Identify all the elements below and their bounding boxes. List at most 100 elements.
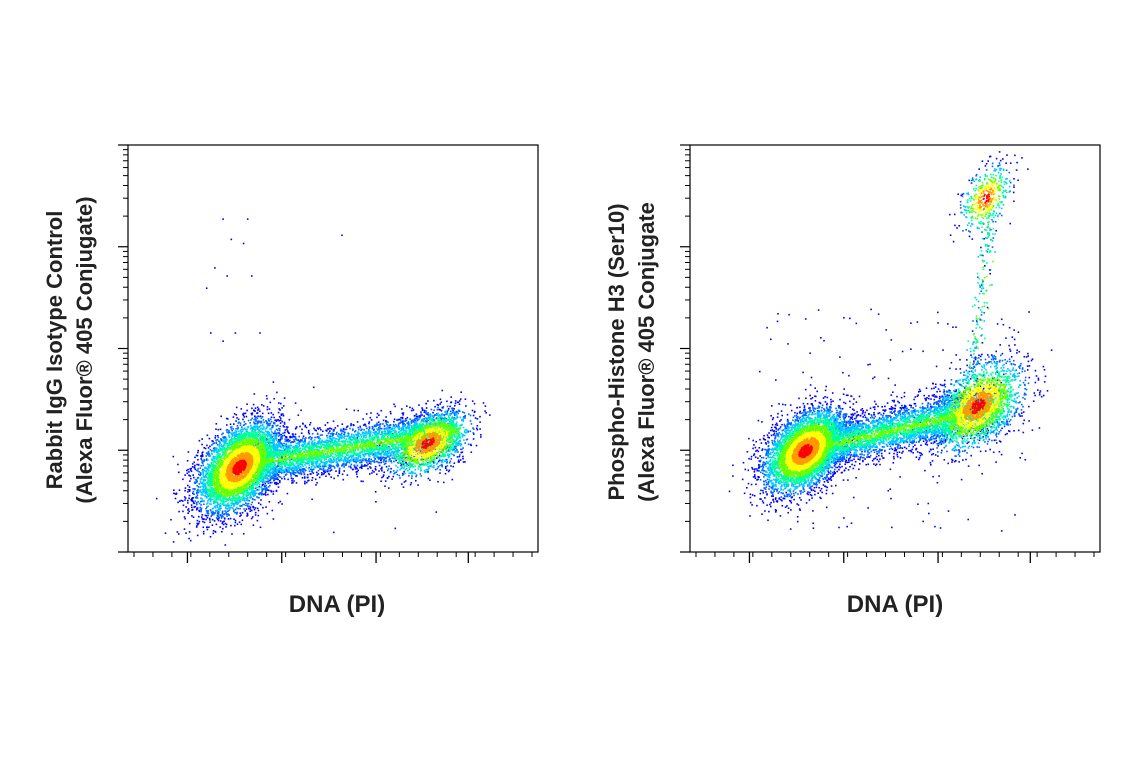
data-point xyxy=(385,422,387,424)
data-point xyxy=(457,441,459,443)
data-point xyxy=(454,405,456,407)
data-point xyxy=(437,407,439,409)
data-point xyxy=(292,462,294,464)
data-point xyxy=(330,476,332,478)
data-point xyxy=(420,469,422,471)
data-point xyxy=(437,409,439,411)
data-point xyxy=(353,458,355,460)
data-point xyxy=(267,406,269,408)
data-point xyxy=(450,411,452,413)
data-point xyxy=(296,439,298,441)
data-point xyxy=(378,433,380,435)
data-point xyxy=(210,455,212,457)
data-point xyxy=(212,533,214,535)
data-point xyxy=(464,431,466,433)
data-point xyxy=(268,476,270,478)
data-point xyxy=(462,451,464,453)
data-point xyxy=(381,410,383,412)
data-point xyxy=(262,428,264,430)
data-point xyxy=(203,447,205,449)
data-point xyxy=(384,448,386,450)
data-point xyxy=(463,416,465,418)
data-point xyxy=(320,444,322,446)
data-point xyxy=(286,438,288,440)
data-point xyxy=(273,493,275,495)
data-point xyxy=(464,461,466,463)
data-point xyxy=(450,420,452,422)
data-point xyxy=(273,417,275,419)
data-point xyxy=(372,428,374,430)
data-point xyxy=(239,521,241,523)
data-point xyxy=(253,506,255,508)
data-point xyxy=(349,439,351,441)
data-point xyxy=(327,437,329,439)
data-point xyxy=(381,432,383,434)
data-point xyxy=(184,490,186,492)
data-point xyxy=(374,458,376,460)
data-point xyxy=(256,424,258,426)
data-point xyxy=(286,440,288,442)
data-point xyxy=(470,444,472,446)
data-point xyxy=(212,524,214,526)
data-point xyxy=(376,428,378,430)
data-point xyxy=(389,455,391,457)
data-point xyxy=(256,489,258,491)
data-point xyxy=(197,497,199,499)
data-point xyxy=(393,448,395,450)
data-point xyxy=(208,526,210,528)
data-point xyxy=(446,412,448,414)
data-point xyxy=(248,508,250,510)
data-point xyxy=(283,446,285,448)
data-point xyxy=(226,424,228,426)
data-point xyxy=(422,409,424,411)
data-point xyxy=(290,472,292,474)
data-point xyxy=(259,332,261,334)
data-point xyxy=(386,424,388,426)
data-point xyxy=(217,452,219,454)
data-point xyxy=(459,454,461,456)
data-point xyxy=(256,496,258,498)
data-point xyxy=(187,512,189,514)
data-point xyxy=(241,497,243,499)
data-point xyxy=(281,414,283,416)
data-point xyxy=(202,494,204,496)
data-point xyxy=(393,421,395,423)
data-point xyxy=(190,478,192,480)
data-point xyxy=(283,447,285,449)
data-point xyxy=(475,417,477,419)
data-point xyxy=(194,465,196,467)
data-point xyxy=(302,471,304,473)
data-point xyxy=(445,468,447,470)
data-point xyxy=(444,411,446,413)
data-point xyxy=(202,455,204,457)
data-point xyxy=(272,474,274,476)
data-point xyxy=(236,417,238,419)
data-point xyxy=(387,427,389,429)
data-point xyxy=(483,402,485,404)
data-point xyxy=(433,410,435,412)
data-point xyxy=(322,444,324,446)
data-point xyxy=(215,435,217,437)
data-point xyxy=(230,505,232,507)
data-point xyxy=(385,460,387,462)
data-point xyxy=(237,523,239,525)
data-point xyxy=(241,426,243,428)
data-point xyxy=(375,491,377,493)
data-point xyxy=(453,418,455,420)
data-point xyxy=(284,397,286,399)
data-point xyxy=(384,463,386,465)
data-point xyxy=(365,424,367,426)
data-point xyxy=(323,468,325,470)
data-point xyxy=(245,502,247,504)
data-point xyxy=(276,477,278,479)
data-point xyxy=(471,451,473,453)
data-point xyxy=(378,414,380,416)
data-point xyxy=(302,437,304,439)
data-point xyxy=(366,433,368,435)
data-point xyxy=(449,417,451,419)
data-point xyxy=(427,471,429,473)
data-point xyxy=(437,481,439,483)
data-point xyxy=(276,490,278,492)
data-point xyxy=(376,423,378,425)
data-point xyxy=(451,458,453,460)
